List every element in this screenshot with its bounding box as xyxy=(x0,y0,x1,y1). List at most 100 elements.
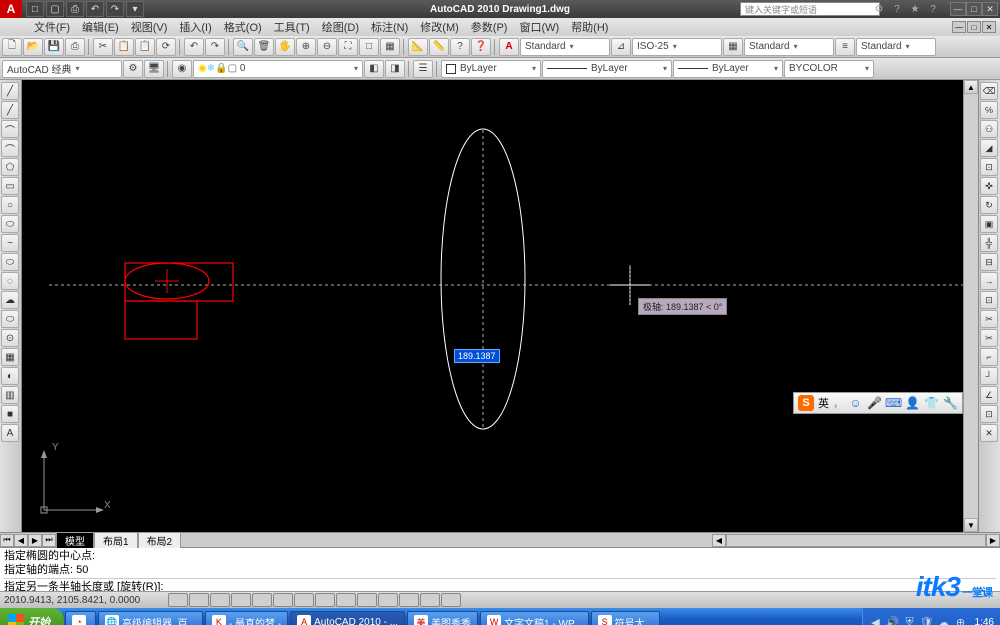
hscroll-left-icon[interactable]: ◀ xyxy=(712,534,726,547)
linetype-combo[interactable]: ByLayer▾ xyxy=(542,60,672,78)
modify-tool-8-icon[interactable]: ╬ xyxy=(980,234,998,252)
layer-props-icon[interactable]: ◉ xyxy=(172,60,192,78)
linetype-mgr-icon[interactable]: ☰ xyxy=(413,60,433,78)
draw-tool-9-icon[interactable]: ⬭ xyxy=(1,253,19,271)
draw-tool-18-icon[interactable]: A xyxy=(1,424,19,442)
ime-keyboard-icon[interactable]: ⌨ xyxy=(886,396,901,411)
tb-cut-icon[interactable]: ✂ xyxy=(93,38,113,56)
menu-help[interactable]: 帮助(H) xyxy=(567,19,612,35)
tray-shield-icon[interactable]: ⛨ xyxy=(903,615,917,625)
modify-tool-13-icon[interactable]: ✂ xyxy=(980,329,998,347)
draw-tool-17-icon[interactable]: ■ xyxy=(1,405,19,423)
menu-edit[interactable]: 编辑(E) xyxy=(78,19,123,35)
qat-open-icon[interactable]: ▢ xyxy=(46,1,64,17)
menu-dimension[interactable]: 标注(N) xyxy=(367,19,412,35)
tab-model[interactable]: 模型 xyxy=(56,532,94,548)
ime-lang[interactable]: 英 xyxy=(818,395,829,411)
tab-first-icon[interactable]: ⏮ xyxy=(0,534,14,547)
draw-tool-3-icon[interactable]: ⌒ xyxy=(1,139,19,157)
ime-toolbar[interactable]: S 英 ， ☺ 🎤 ⌨ 👤 👕 🔧 xyxy=(793,392,963,414)
ime-voice-icon[interactable]: 🎤 xyxy=(867,396,882,411)
draw-tool-0-icon[interactable]: ╱ xyxy=(1,82,19,100)
layer-prev-icon[interactable]: ◧ xyxy=(364,60,384,78)
draw-tool-7-icon[interactable]: ⬭ xyxy=(1,215,19,233)
tray-expand-icon[interactable]: ◀ xyxy=(869,615,883,625)
status-toggle-8[interactable] xyxy=(336,593,356,607)
status-toggle-12[interactable] xyxy=(420,593,440,607)
modify-tool-10-icon[interactable]: → xyxy=(980,272,998,290)
draw-tool-1-icon[interactable]: ╱ xyxy=(1,101,19,119)
status-toggle-7[interactable] xyxy=(315,593,335,607)
drawing-canvas[interactable]: Y X S 英 ， ☺ 🎤 ⌨ 👤 👕 🔧 189.1387极轴: 189.13… xyxy=(22,80,963,532)
tray-cloud-icon[interactable]: ☁ xyxy=(937,615,951,625)
draw-tool-5-icon[interactable]: ▭ xyxy=(1,177,19,195)
qat-redo-icon[interactable]: ↷ xyxy=(106,1,124,17)
mdi-close-button[interactable]: ✕ xyxy=(982,21,996,33)
tb-grid-icon[interactable]: ▦ xyxy=(380,38,400,56)
modify-tool-15-icon[interactable]: ┘ xyxy=(980,367,998,385)
tb-new-icon[interactable]: 🗋 xyxy=(2,38,22,56)
taskbar-item-1[interactable]: 🌐高级编辑器_百... xyxy=(98,611,203,625)
menu-insert[interactable]: 插入(I) xyxy=(175,19,215,35)
start-button[interactable]: 开始 xyxy=(0,608,64,625)
draw-tool-13-icon[interactable]: ⊙ xyxy=(1,329,19,347)
tb-redo-icon[interactable]: ↷ xyxy=(205,38,225,56)
status-toggle-2[interactable] xyxy=(210,593,230,607)
dim-style-combo[interactable]: ISO-25▾ xyxy=(632,38,722,56)
maximize-button[interactable]: □ xyxy=(966,2,982,16)
tb-erase-icon[interactable]: 🗑 xyxy=(254,38,274,56)
mleader-style-combo[interactable]: Standard▾ xyxy=(856,38,936,56)
tb-dim1-icon[interactable]: 📐 xyxy=(408,38,428,56)
scroll-up-icon[interactable]: ▲ xyxy=(964,80,978,94)
tb-save-icon[interactable]: 💾 xyxy=(44,38,64,56)
dim-style-icon[interactable]: ⊿ xyxy=(611,38,631,56)
modify-tool-3-icon[interactable]: ◢ xyxy=(980,139,998,157)
draw-tool-10-icon[interactable]: ◌ xyxy=(1,272,19,290)
status-toggle-4[interactable] xyxy=(252,593,272,607)
tb-zoomin-icon[interactable]: ⊕ xyxy=(296,38,316,56)
mdi-minimize-button[interactable]: — xyxy=(952,21,966,33)
help2-icon[interactable]: ? xyxy=(926,2,940,16)
tab-layout2[interactable]: 布局2 xyxy=(138,532,182,548)
tb-help2-icon[interactable]: ❓ xyxy=(471,38,491,56)
lineweight-combo[interactable]: ByLayer▾ xyxy=(673,60,783,78)
draw-tool-11-icon[interactable]: ☁ xyxy=(1,291,19,309)
text-style-icon[interactable]: A xyxy=(499,38,519,56)
status-toggle-11[interactable] xyxy=(399,593,419,607)
tab-next-icon[interactable]: ▶ xyxy=(28,534,42,547)
taskbar-item-6[interactable]: S符号大... xyxy=(591,611,660,625)
mdi-restore-button[interactable]: □ xyxy=(967,21,981,33)
modify-tool-16-icon[interactable]: ∠ xyxy=(980,386,998,404)
menu-format[interactable]: 格式(O) xyxy=(220,19,266,35)
status-toggle-10[interactable] xyxy=(378,593,398,607)
status-toggle-13[interactable] xyxy=(441,593,461,607)
infocenter-icon[interactable]: ⚙ xyxy=(872,2,886,16)
mleader-style-icon[interactable]: ≡ xyxy=(835,38,855,56)
tb-dim2-icon[interactable]: 📏 xyxy=(429,38,449,56)
menu-parametric[interactable]: 参数(P) xyxy=(467,19,512,35)
qat-new-icon[interactable]: □ xyxy=(26,1,44,17)
ime-skin-icon[interactable]: 👕 xyxy=(924,396,939,411)
ws-display-icon[interactable]: 🖥 xyxy=(144,60,164,78)
modify-tool-1-icon[interactable]: ℅ xyxy=(980,101,998,119)
tb-zoom-icon[interactable]: 🔍 xyxy=(233,38,253,56)
workspace-combo[interactable]: AutoCAD 经典▾ xyxy=(2,60,122,78)
modify-tool-5-icon[interactable]: ✜ xyxy=(980,177,998,195)
draw-tool-16-icon[interactable]: ▥ xyxy=(1,386,19,404)
tb-zoomout-icon[interactable]: ⊖ xyxy=(317,38,337,56)
tray-misc-icon[interactable]: ⊕ xyxy=(954,615,968,625)
tb-paste-icon[interactable]: 📋 xyxy=(135,38,155,56)
tb-open-icon[interactable]: 📂 xyxy=(23,38,43,56)
menu-tools[interactable]: 工具(T) xyxy=(270,19,314,35)
draw-tool-6-icon[interactable]: ○ xyxy=(1,196,19,214)
modify-tool-18-icon[interactable]: ✕ xyxy=(980,424,998,442)
help1-icon[interactable]: ? xyxy=(890,2,904,16)
tb-print-icon[interactable]: ⎙ xyxy=(65,38,85,56)
modify-tool-11-icon[interactable]: ⊡ xyxy=(980,291,998,309)
dimension-input[interactable]: 189.1387 xyxy=(454,349,500,363)
qat-undo-icon[interactable]: ↶ xyxy=(86,1,104,17)
color-combo[interactable]: ByLayer▾ xyxy=(441,60,541,78)
close-button[interactable]: ✕ xyxy=(982,2,998,16)
ime-user-icon[interactable]: 👤 xyxy=(905,396,920,411)
ws-settings-icon[interactable]: ⚙ xyxy=(123,60,143,78)
